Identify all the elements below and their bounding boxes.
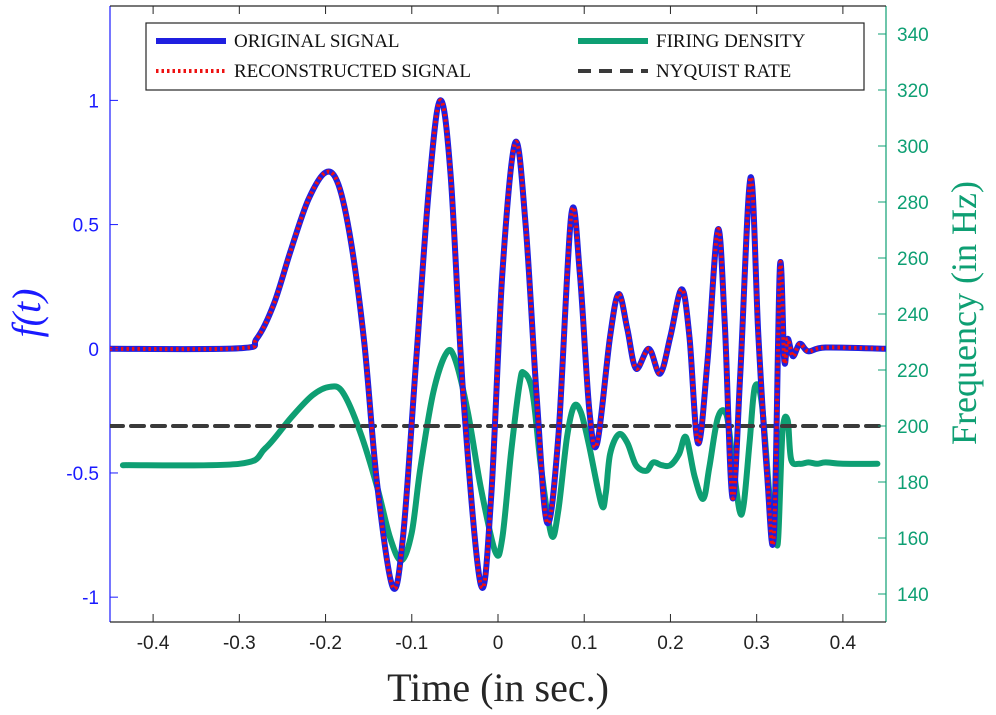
legend: ORIGINAL SIGNAL FIRING DENSITY RECONSTRUCT… <box>145 22 865 91</box>
y-right-tick-label: 220 <box>897 361 929 382</box>
x-tick-label: 0 <box>493 633 504 654</box>
y-right-tick-label: 300 <box>897 137 929 158</box>
x-tick-label: -0.3 <box>223 633 256 654</box>
y-axis-right-label: Frequency (in Hz) <box>944 181 984 445</box>
y-left-tick-label: 0 <box>88 340 99 361</box>
y-left-tick-label: 1 <box>88 91 99 112</box>
y-right-tick-label: 280 <box>897 193 929 214</box>
x-tick-label: -0.2 <box>309 633 342 654</box>
x-tick-label: 0.1 <box>571 633 597 654</box>
y-right-tick-label: 160 <box>897 529 929 550</box>
y-right-tick-label: 260 <box>897 249 929 270</box>
y-axis-left-label: f(t) <box>4 289 49 338</box>
y-left-tick-label: -0.5 <box>66 464 99 485</box>
y-right-tick-label: 340 <box>897 25 929 46</box>
y-right-tick-label: 320 <box>897 81 929 102</box>
x-tick-label: 0.2 <box>657 633 683 654</box>
y-right-tick-label: 140 <box>897 585 929 606</box>
legend-label: NYQUIST RATE <box>656 61 791 82</box>
x-tick-label: -0.1 <box>395 633 428 654</box>
axis-labels: Time (in sec.) f(t) Frequency (in Hz) <box>4 181 984 710</box>
y-left-tick-label: -1 <box>82 588 99 609</box>
legend-box <box>145 22 865 91</box>
y-left-tick-label: 0.5 <box>73 216 99 237</box>
series-line-original-signal <box>110 97 886 592</box>
ticks: -0.4 -0.3 -0.2 -0.1 0 0.1 0.2 0.3 0.4 -1 -0.5 0 0.5 1… <box>66 6 929 654</box>
y-right-tick-label: 240 <box>897 305 929 326</box>
x-tick-label: -0.4 <box>137 633 170 654</box>
legend-label: RECONSTRUCTED SIGNAL <box>234 61 471 82</box>
legend-label: ORIGINAL SIGNAL <box>234 31 400 52</box>
x-tick-label: 0.4 <box>830 633 857 654</box>
y-right-tick-label: 180 <box>897 473 929 494</box>
x-tick-label: 0.3 <box>743 633 769 654</box>
legend-label: FIRING DENSITY <box>656 31 806 52</box>
series-layer <box>110 97 886 592</box>
x-axis-label: Time (in sec.) <box>387 665 609 710</box>
y-right-tick-label: 200 <box>897 417 929 438</box>
